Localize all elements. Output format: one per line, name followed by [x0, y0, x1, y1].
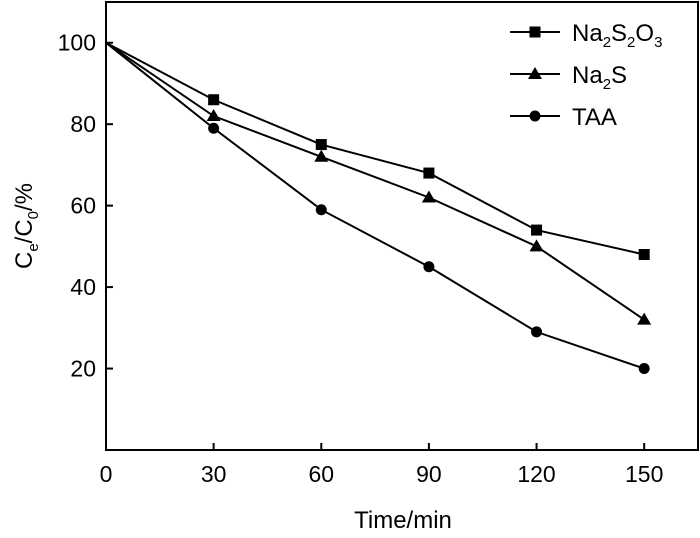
legend-label: TAA: [572, 104, 617, 131]
y-tick-label: 60: [70, 193, 96, 219]
series-line-Na2S2O3: [105, 41, 645, 256]
series-line-TAA: [105, 41, 645, 370]
data-point-TAA: [315, 204, 327, 216]
series-Na2S: [105, 41, 652, 325]
x-tick-label: 120: [517, 461, 555, 487]
y-tick-label: 40: [70, 274, 96, 300]
data-point-Na2S: [637, 312, 652, 325]
legend-label-part: Na: [572, 20, 603, 47]
legend-label: Na2S: [572, 62, 627, 93]
data-point-TAA: [423, 261, 435, 273]
legend-item-TAA: TAA: [510, 104, 617, 131]
legend-item-Na2S: Na2S: [510, 62, 627, 93]
legend-label-subscript: 2: [603, 76, 611, 93]
legend-label-part: Na: [572, 62, 603, 89]
data-point-Na2S2O3: [315, 139, 327, 151]
y-axis-title: Ce/C0/%: [11, 183, 42, 269]
y-title-sub2: 0: [25, 211, 42, 219]
data-point-Na2S2O3: [638, 249, 650, 261]
data-point-TAA: [638, 363, 650, 375]
legend-label: Na2S2O3: [572, 20, 662, 51]
y-title-sub1: e: [25, 243, 42, 251]
x-axis-title: Time/min: [354, 507, 452, 534]
legend-label-part: TAA: [572, 104, 617, 131]
legend-label-subscript: 3: [654, 34, 662, 51]
x-tick-label: 60: [308, 461, 334, 487]
data-point-Na2S: [529, 239, 544, 252]
legend-label-part: O: [635, 20, 654, 47]
legend-label-part: S: [611, 62, 627, 89]
data-point-Na2S: [206, 109, 221, 122]
legend-item-Na2S2O3: Na2S2O3: [510, 20, 662, 51]
y-tick-label: 80: [70, 111, 96, 137]
series-line-Na2S: [105, 41, 645, 321]
data-point-Na2S2O3: [531, 224, 543, 236]
legend-marker: [529, 110, 541, 122]
y-title-base: C: [11, 252, 38, 269]
plot-frame: [105, 1, 699, 451]
legend-label-subscript: 2: [627, 34, 635, 51]
data-point-TAA: [531, 326, 543, 338]
legend-label-subscript: 2: [603, 34, 611, 51]
legend-marker: [529, 26, 541, 38]
x-tick-label: 30: [201, 461, 227, 487]
series-Na2S2O3: [105, 41, 650, 261]
series-TAA: [105, 41, 650, 375]
legend-marker: [528, 67, 542, 79]
data-point-Na2S: [421, 190, 436, 203]
y-tick-label: 20: [70, 356, 96, 382]
y-tick-label: 100: [58, 30, 96, 56]
axis-ticks: 0 30 60 90 120 150 20 40 60 80 100: [58, 30, 664, 487]
y-title-sep: /C: [11, 219, 38, 243]
data-point-Na2S2O3: [423, 167, 435, 179]
data-point-Na2S: [314, 149, 329, 162]
legend-label-part: S: [611, 20, 627, 47]
data-point-TAA: [208, 122, 220, 134]
x-tick-label: 90: [416, 461, 442, 487]
x-tick-label: 150: [625, 461, 663, 487]
data-point-Na2S2O3: [208, 94, 220, 106]
y-title-suffix: /%: [11, 183, 38, 211]
series-layer: [105, 41, 652, 375]
x-tick-label: 0: [100, 461, 113, 487]
